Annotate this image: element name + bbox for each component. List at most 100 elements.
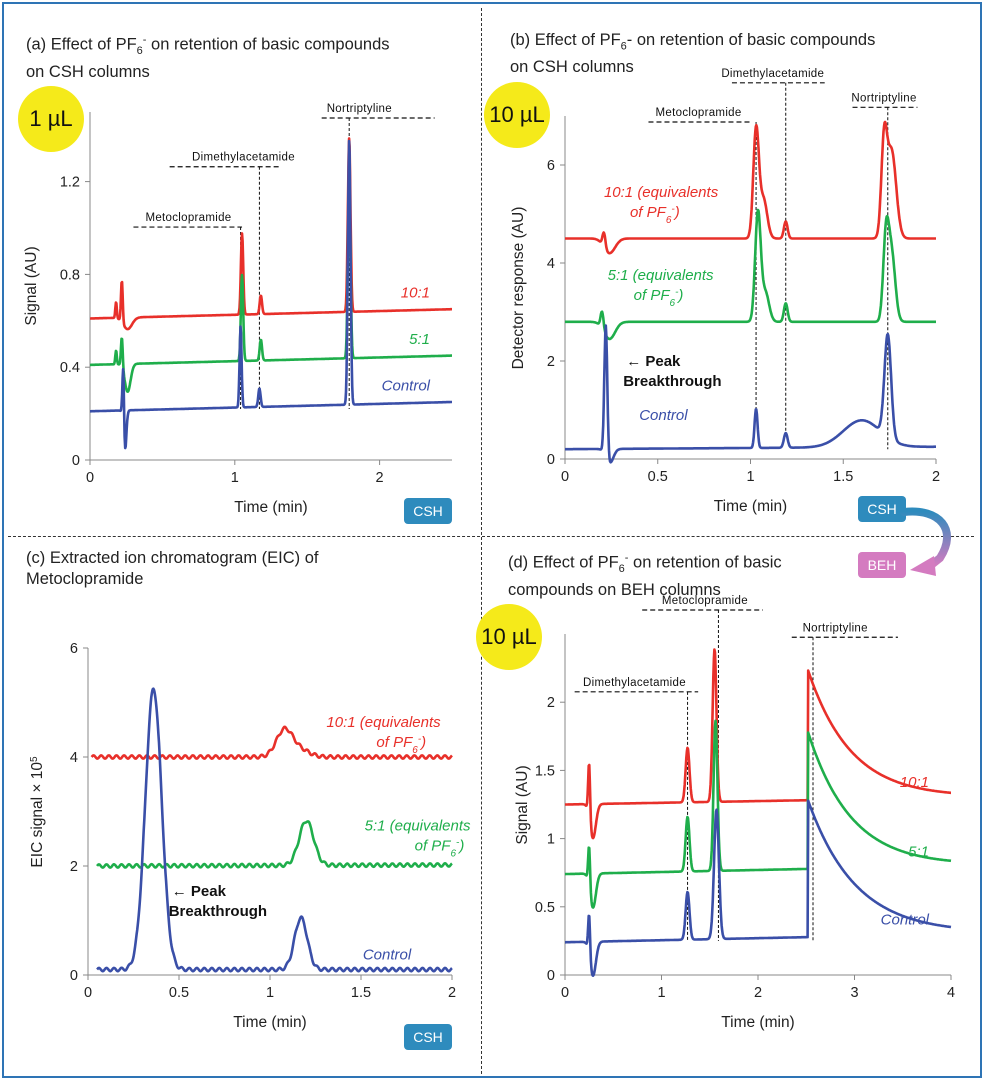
peak-breakthrough-label2-b: Breakthrough <box>623 373 721 390</box>
series-label-line2-c: of PF6-) <box>415 837 465 859</box>
x-axis-title-a: Time (min) <box>234 499 307 516</box>
y-tick-label-d: 2 <box>547 695 555 711</box>
series-label-line2-b: of PF6-) <box>634 287 684 309</box>
series-label-b: 5:1 (equivalents <box>608 267 714 284</box>
x-tick-label-c: 1.5 <box>351 985 371 1001</box>
y-tick-label-b: 6 <box>547 158 555 174</box>
y-tick-label-b: 0 <box>547 452 555 468</box>
x-tick-label-b: 0 <box>561 469 569 485</box>
series-label-c: Control <box>363 947 412 964</box>
beh-tag: BEH <box>858 552 906 578</box>
series-label-b: 10:1 (equivalents <box>604 184 719 201</box>
x-tick-label-c: 2 <box>448 985 456 1001</box>
csh-tag-a: CSH <box>404 498 452 524</box>
panel-a-title: (a) Effect of PF6- on retention of basic… <box>26 30 390 83</box>
compound-label-b: Dimethylacetamide <box>721 68 824 80</box>
series-label-a: Control <box>382 377 431 394</box>
volume-badge-d: 10 µL <box>476 604 542 670</box>
volume-badge-a: 1 µL <box>18 86 84 152</box>
compound-label-a: Nortriptyline <box>327 103 392 115</box>
panel-d-title-text: (d) Effect of PF <box>508 553 619 572</box>
compound-label-d: Dimethylacetamide <box>583 677 686 689</box>
y-tick-label-c: 4 <box>70 750 78 766</box>
column-switch-arrow-icon <box>900 507 951 576</box>
x-tick-label-d: 3 <box>850 985 858 1001</box>
panel-a-title-rest: on retention of basic compounds <box>146 35 390 54</box>
y-tick-label-c: 2 <box>70 859 78 875</box>
y-axis-title-c: EIC signal × 105 <box>29 756 47 868</box>
panel-divider-vertical <box>481 8 482 1074</box>
series-label-c: 5:1 (equivalents <box>365 818 471 835</box>
y-tick-label-b: 2 <box>547 354 555 370</box>
series-line-d-red <box>564 648 952 840</box>
panel-b-title-line2: on CSH columns <box>510 58 634 77</box>
y-tick-label-a: 0.4 <box>60 360 80 376</box>
csh-tag-c: CSH <box>404 1024 452 1050</box>
panel-b-title-text: (b) Effect of PF <box>510 31 621 49</box>
y-tick-label-d: 1.5 <box>535 763 555 779</box>
series-label-line2-b: of PF6-) <box>630 203 680 225</box>
series-label-b: Control <box>639 407 688 424</box>
panel-d-title: (d) Effect of PF6- on retention of basic… <box>508 548 782 601</box>
y-tick-label-d: 0.5 <box>535 900 555 916</box>
y-tick-label-c: 6 <box>70 641 78 657</box>
compound-label-a: Metoclopramide <box>145 212 231 224</box>
x-tick-label-a: 1 <box>231 470 239 486</box>
x-tick-label-b: 0.5 <box>648 469 668 485</box>
panel-a-title-sub: 6 <box>136 44 143 57</box>
x-tick-label-a: 0 <box>86 470 94 486</box>
volume-badge-b: 10 µL <box>484 82 550 148</box>
y-axis-title-b: Detector response (AU) <box>510 207 527 370</box>
series-line-b-red <box>564 120 937 255</box>
y-tick-label-a: 0 <box>72 453 80 469</box>
panel-b-title: (b) Effect of PF6- on retention of basic… <box>510 30 875 78</box>
panel-d-title-sub: 6 <box>618 562 625 575</box>
compound-label-d: Metoclopramide <box>662 595 748 607</box>
y-tick-label-d: 1 <box>547 832 555 848</box>
x-tick-label-c: 0 <box>84 985 92 1001</box>
y-axis-title-a: Signal (AU) <box>23 246 40 325</box>
panel-c-title: (c) Extracted ion chromatogram (EIC) of … <box>26 548 319 590</box>
compound-label-b: Nortriptyline <box>851 92 916 104</box>
panel-c-title-line2: Metoclopramide <box>26 570 144 588</box>
x-tick-label-b: 1.5 <box>833 469 853 485</box>
series-line-d-blue <box>564 799 952 977</box>
panel-d-title-line2: compounds on BEH columns <box>508 580 721 599</box>
series-label-a: 5:1 <box>409 331 430 348</box>
y-tick-label-c: 0 <box>70 968 78 984</box>
compound-label-b: Metoclopramide <box>656 107 742 119</box>
x-tick-label-c: 0.5 <box>169 985 189 1001</box>
x-tick-label-b: 1 <box>746 469 754 485</box>
panel-d-title-rest: on retention of basic <box>628 553 782 572</box>
series-line-c-blue <box>96 687 453 973</box>
x-tick-label-d: 1 <box>657 985 665 1001</box>
series-label-d: 5:1 <box>908 843 929 860</box>
panel-c-title-text: (c) Extracted ion chromatogram (EIC) of <box>26 549 319 567</box>
y-tick-label-a: 0.8 <box>60 267 80 283</box>
peak-breakthrough-label-b: ← Peak <box>626 353 681 370</box>
series-line-a-red <box>89 137 453 331</box>
panel-b-title-sub: 6 <box>620 40 627 53</box>
series-line-b-blue <box>564 324 937 464</box>
x-axis-title-b: Time (min) <box>714 498 787 515</box>
panel-a-title-sup: - <box>142 34 147 46</box>
x-tick-label-d: 4 <box>947 985 955 1001</box>
x-tick-label-d: 0 <box>561 985 569 1001</box>
panel-divider-horizontal <box>8 536 974 537</box>
x-tick-label-a: 2 <box>376 470 384 486</box>
panel-b-title-rest: - on retention of basic compounds <box>626 31 876 49</box>
x-axis-title-d: Time (min) <box>721 1014 794 1031</box>
y-tick-label-d: 0 <box>547 968 555 984</box>
csh-tag-b: CSH <box>858 496 906 522</box>
panel-a-title-text: (a) Effect of PF <box>26 35 137 54</box>
series-line-d-green <box>564 719 952 909</box>
series-line-a-green <box>89 181 453 393</box>
series-label-c: 10:1 (equivalents <box>326 714 441 731</box>
series-line-c-green <box>96 820 453 869</box>
x-tick-label-d: 2 <box>754 985 762 1001</box>
series-line-b-green <box>564 208 937 341</box>
series-label-d: 10:1 <box>900 774 929 791</box>
series-label-line2-c: of PF6-) <box>376 734 426 756</box>
